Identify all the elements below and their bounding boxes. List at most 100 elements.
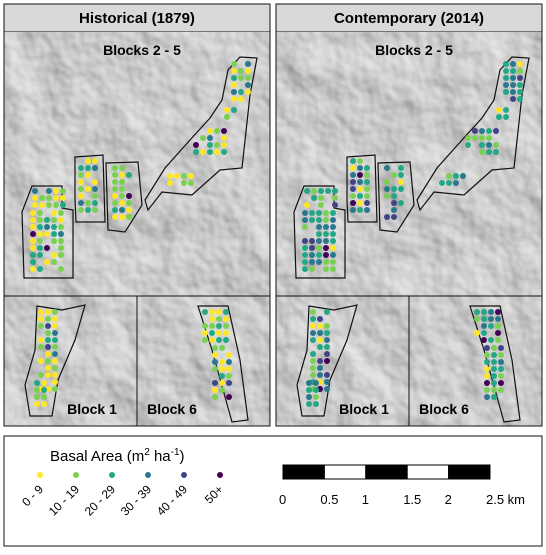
plot-dot xyxy=(32,195,38,201)
plot-dot xyxy=(34,387,40,393)
plot-dot xyxy=(209,309,215,315)
plot-dot xyxy=(212,345,218,351)
plot-dot xyxy=(30,266,36,272)
plot-dot xyxy=(60,202,66,208)
plot-dot xyxy=(391,200,397,206)
plot-dot xyxy=(316,245,322,251)
plot-dot xyxy=(503,61,509,67)
plot-dot xyxy=(202,337,208,343)
plot-dot xyxy=(207,142,213,148)
plot-dot xyxy=(302,266,308,272)
plot-dot xyxy=(212,394,218,400)
scale-segment xyxy=(323,464,367,480)
plot-dot xyxy=(491,373,497,379)
plot-dot xyxy=(112,172,118,178)
plot-dot xyxy=(479,149,485,155)
plot-dot xyxy=(60,188,66,194)
plot-dot xyxy=(231,107,237,113)
plot-dot xyxy=(316,210,322,216)
plot-dot xyxy=(212,380,218,386)
plot-dot xyxy=(510,89,516,95)
plot-dot xyxy=(223,337,229,343)
plot-dot xyxy=(245,82,251,88)
plot-dot xyxy=(357,165,363,171)
plot-dot xyxy=(226,373,232,379)
plot-dot xyxy=(112,207,118,213)
legend-box: Basal Area (m2 ha-1) 0 - 9 10 - 19 20 - 29… xyxy=(3,435,543,547)
plot-dot xyxy=(309,259,315,265)
panel-right: Contemporary (2014) Blocks 2 - 5 Block 1… xyxy=(275,3,543,427)
plot-dot xyxy=(311,195,317,201)
plot-dot xyxy=(391,172,397,178)
plot-dot xyxy=(58,252,64,258)
plot-dot xyxy=(324,337,330,343)
plot-dot xyxy=(167,173,173,179)
plot-dot xyxy=(216,316,222,322)
plot-dot xyxy=(310,337,316,343)
legend-swatch xyxy=(217,472,223,478)
plot-dot xyxy=(38,337,44,343)
plot-dot xyxy=(465,135,471,141)
plot-dot xyxy=(85,186,91,192)
plot-dot xyxy=(112,165,118,171)
plot-dot xyxy=(219,366,225,372)
plot-dot xyxy=(38,372,44,378)
plot-dot xyxy=(181,173,187,179)
scale-label: 1 xyxy=(362,492,369,507)
plot-dot xyxy=(486,128,492,134)
plot-dot xyxy=(219,373,225,379)
plot-dot xyxy=(330,252,336,258)
plot-dot xyxy=(231,61,237,67)
plot-dot xyxy=(209,323,215,329)
plot-dot xyxy=(46,195,52,201)
plot-dot xyxy=(119,193,125,199)
plot-dot xyxy=(52,316,58,322)
plot-dot xyxy=(52,337,58,343)
plot-dot xyxy=(92,158,98,164)
plot-dot xyxy=(384,179,390,185)
plot-dot xyxy=(391,214,397,220)
plot-dot xyxy=(479,128,485,134)
plot-dot xyxy=(364,193,370,199)
plot-dot xyxy=(200,135,206,141)
plot-dot xyxy=(202,330,208,336)
plot-dot xyxy=(85,207,91,213)
plot-dot xyxy=(219,345,225,351)
plot-dot xyxy=(357,172,363,178)
plot-dot xyxy=(310,309,316,315)
plot-dot xyxy=(517,68,523,74)
plot-dot xyxy=(330,238,336,244)
plot-dot xyxy=(316,238,322,244)
plot-dot xyxy=(245,61,251,67)
plot-dot xyxy=(503,82,509,88)
legend-swatch xyxy=(181,472,187,478)
plot-dot xyxy=(238,68,244,74)
plot-dot xyxy=(207,135,213,141)
plot-dot xyxy=(302,259,308,265)
plot-dot xyxy=(498,366,504,372)
plot-dot xyxy=(181,180,187,186)
plot-dot xyxy=(53,195,59,201)
plot-dot xyxy=(503,114,509,120)
plot-dot xyxy=(357,158,363,164)
plot-dot xyxy=(302,224,308,230)
plot-dot xyxy=(317,372,323,378)
plot-dot xyxy=(306,387,312,393)
legend-title-part: 2 xyxy=(144,447,150,458)
plot-dot xyxy=(495,337,501,343)
plot-dot xyxy=(85,172,91,178)
plot-dot xyxy=(78,165,84,171)
plot-dot xyxy=(238,75,244,81)
plot-dot xyxy=(78,193,84,199)
plot-dot xyxy=(310,316,316,322)
plot-dot xyxy=(38,358,44,364)
plot-dot xyxy=(231,75,237,81)
plot-dot xyxy=(488,309,494,315)
plot-dot xyxy=(510,75,516,81)
plot-dot xyxy=(32,202,38,208)
plot-dot xyxy=(45,309,51,315)
plot-dot xyxy=(58,224,64,230)
plot-dot xyxy=(44,224,50,230)
plot-dot xyxy=(330,210,336,216)
plot-dot xyxy=(37,231,43,237)
